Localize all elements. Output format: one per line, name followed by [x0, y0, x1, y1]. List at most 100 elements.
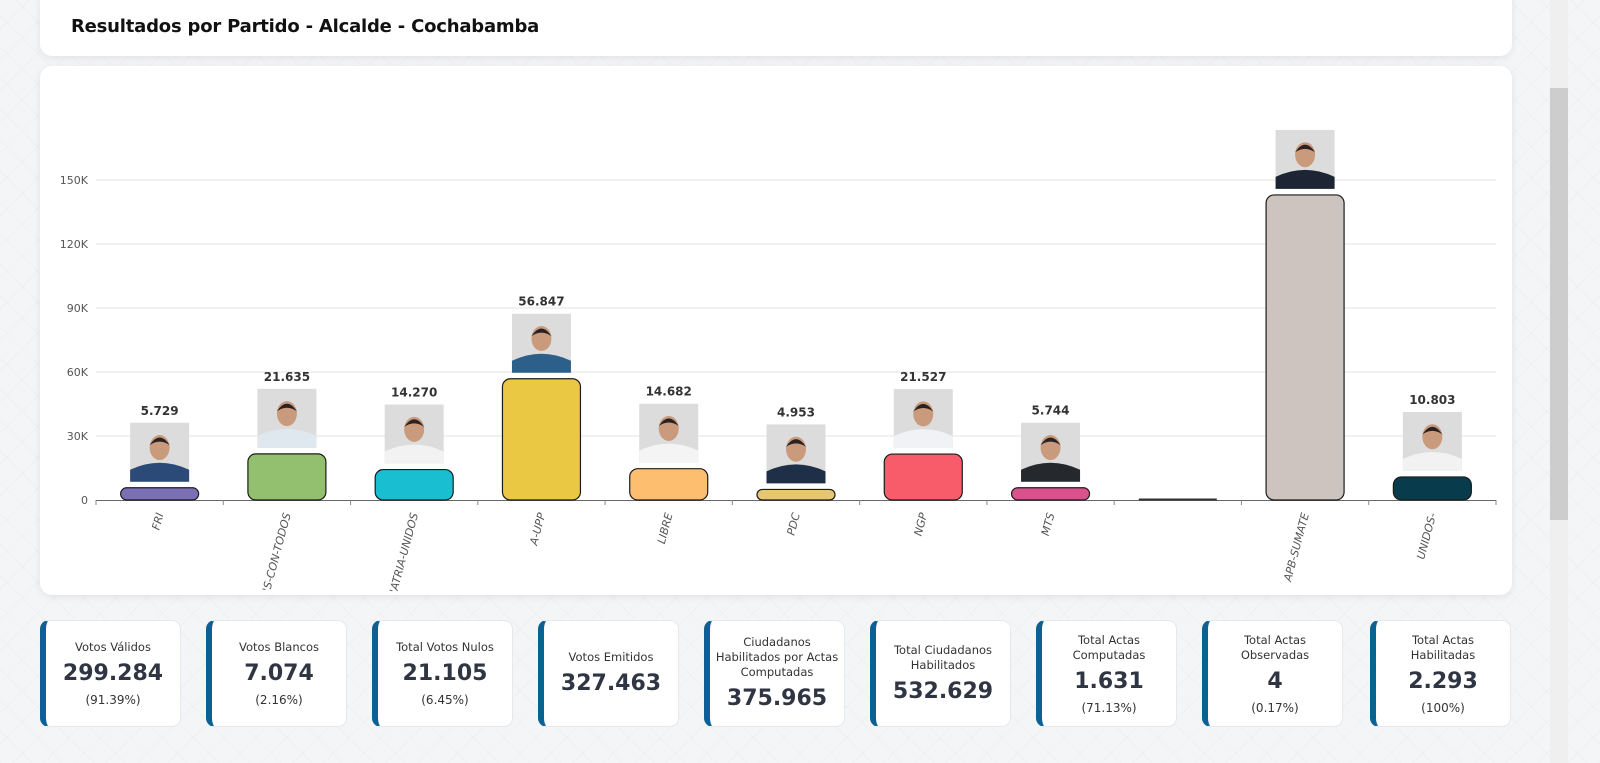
stat-value: 1.631	[1074, 668, 1144, 694]
data-label: 5.729	[141, 404, 179, 418]
x-axis-ticks: FRI 'S-CON-TODOS 'ATRIA-UNIDOS A-UPP LIBRE PD…	[150, 511, 1440, 594]
candidate-photo	[1021, 422, 1081, 482]
photo-hair	[1040, 437, 1061, 446]
page-title: Resultados por Partido - Alcalde - Cocha…	[71, 16, 540, 37]
stat-percent: (6.45%)	[421, 693, 469, 707]
photo-shoulders	[1275, 169, 1335, 189]
bar	[501, 378, 582, 501]
photo-shoulders	[893, 429, 953, 449]
data-label: 14.270	[391, 386, 437, 400]
stat-label: Total Actas Observadas	[1240, 632, 1310, 662]
stat-card-actas-habilitadas: Total Actas Habilitadas 2.293 (100%)	[1370, 620, 1511, 727]
stat-card-actas-observadas: Total Actas Observadas 4 (0.17%)	[1202, 620, 1343, 727]
candidate-photo	[1275, 129, 1335, 189]
x-axis	[95, 500, 1497, 505]
x-tick-label: NGP	[912, 511, 931, 537]
stat-label: Votos Emitidos	[568, 650, 654, 664]
y-axis-ticks: 0 30K 60K 90K 120K 150K	[60, 174, 89, 507]
photo-hair	[658, 418, 679, 427]
photo-hair	[913, 403, 934, 412]
x-tick-label: UNIDOS-	[1414, 511, 1439, 560]
stat-card-total-ciudadanos: Total Ciudadanos Habilitados 532.629	[870, 620, 1011, 727]
stats-row: Votos Válidos 299.284 (91.39%) Votos Bla…	[40, 620, 1512, 727]
stat-label: Votos Blancos	[239, 640, 319, 654]
x-tick-label: MTS	[1039, 511, 1058, 537]
bar	[629, 468, 709, 501]
bar	[883, 453, 963, 501]
candidate-photo	[384, 404, 444, 464]
bar	[756, 488, 836, 501]
data-label: 21.635	[264, 370, 310, 384]
photo-shoulders	[766, 464, 826, 484]
photo-hair	[276, 403, 297, 412]
candidate-photo	[893, 389, 953, 449]
photo-shoulders	[384, 444, 444, 464]
stat-value: 2.293	[1408, 668, 1478, 694]
y-tick-label: 120K	[60, 238, 89, 251]
stat-percent: (2.16%)	[255, 693, 303, 707]
data-label: 10.803	[1409, 393, 1455, 407]
candidate-photos	[130, 129, 1462, 484]
stat-card-actas-computadas: Total Actas Computadas 1.631 (71.13%)	[1036, 620, 1177, 727]
scrollbar-thumb[interactable]	[1550, 88, 1568, 520]
y-tick-label: 0	[81, 494, 88, 507]
stat-percent: (91.39%)	[85, 693, 141, 707]
photo-shoulders	[1021, 462, 1081, 482]
x-tick-label: LIBRE	[655, 511, 676, 545]
x-tick-label: APB-SUMATE	[1281, 511, 1312, 583]
x-tick-label: A-UPP	[527, 511, 548, 547]
x-tick-label: 'S-CON-TODOS	[260, 511, 294, 593]
stat-label: Ciudadanos Habilitados por Actas Computa…	[715, 635, 839, 679]
grid-lines	[96, 179, 1496, 437]
candidate-photo	[511, 313, 571, 373]
bar	[120, 487, 200, 501]
data-labels: 5.729 21.635 14.270 56.847 14.682 4.953 21.527…	[141, 295, 1456, 420]
bars	[120, 194, 1472, 501]
stat-percent: (71.13%)	[1081, 700, 1137, 715]
photo-hair	[404, 419, 425, 427]
y-tick-label: 150K	[60, 174, 89, 187]
photo-shoulders	[639, 443, 699, 463]
candidate-photo	[639, 403, 699, 463]
data-label: 14.682	[646, 385, 692, 399]
bar	[1265, 194, 1345, 501]
stat-value: 4	[1267, 668, 1283, 694]
photo-shoulders	[257, 428, 317, 448]
stat-card-ciudadanos-actas: Ciudadanos Habilitados por Actas Computa…	[704, 620, 845, 727]
stat-card-votos-emitidos: Votos Emitidos 327.463	[538, 620, 679, 727]
photo-hair	[1422, 426, 1443, 435]
photo-hair	[531, 328, 552, 337]
bar	[1392, 476, 1472, 501]
stat-card-votos-blancos: Votos Blancos 7.074 (2.16%)	[206, 620, 347, 727]
photo-hair	[149, 437, 170, 446]
x-tick-label: PDC	[784, 511, 803, 537]
stat-percent: (0.17%)	[1251, 700, 1299, 715]
stat-value: 21.105	[402, 661, 488, 686]
bar	[1010, 487, 1091, 501]
stat-label: Total Ciudadanos Habilitados	[893, 642, 993, 672]
data-label: 5.744	[1032, 404, 1070, 418]
data-label: 56.847	[518, 295, 564, 309]
stat-value: 299.284	[62, 661, 164, 686]
stat-percent: (100%)	[1421, 700, 1465, 715]
stat-label: Total Actas Computadas	[1072, 632, 1146, 662]
photo-shoulders	[511, 353, 571, 373]
data-label: 4.953	[777, 405, 815, 419]
bar	[247, 453, 327, 501]
candidate-photo	[130, 422, 190, 482]
stat-label: Total Actas Habilitadas	[1410, 632, 1476, 662]
bar	[374, 468, 454, 501]
bar-chart: 0 30K 60K 90K 120K 150K 5.729 21.635 14.270 56.8…	[60, 129, 1497, 594]
stat-value: 375.965	[726, 686, 828, 711]
photo-hair	[786, 439, 806, 447]
y-tick-label: 30K	[67, 430, 89, 443]
y-tick-label: 90K	[67, 302, 89, 315]
stat-value: 7.074	[244, 661, 314, 686]
stat-value: 532.629	[892, 678, 994, 704]
stat-label: Votos Válidos	[75, 640, 151, 654]
y-tick-label: 60K	[67, 366, 89, 379]
photo-shoulders	[130, 462, 190, 482]
stat-card-votos-nulos: Total Votos Nulos 21.105 (6.45%)	[372, 620, 513, 727]
stat-label: Total Votos Nulos	[396, 640, 494, 654]
photo-shoulders	[1402, 451, 1462, 471]
